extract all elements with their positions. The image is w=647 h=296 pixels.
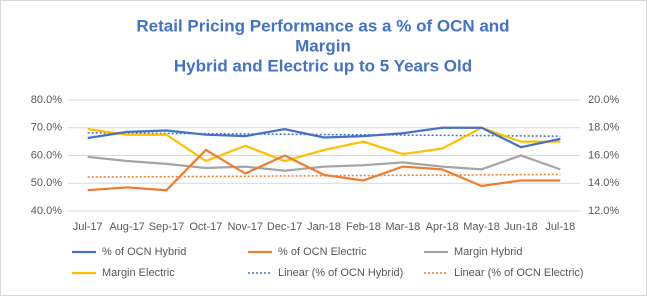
y-tick-label: 80.0% [31, 94, 62, 106]
x-tick-label: Dec-17 [267, 221, 302, 233]
series-line [87, 126, 561, 149]
y-tick-label: 70.0% [31, 122, 62, 134]
y2-tick-label: 14.0% [588, 177, 619, 189]
x-tick-label: Aug-17 [109, 221, 144, 233]
chart-title: Hybrid and Electric up to 5 Years Old [174, 56, 472, 75]
legend-label: % of OCN Hybrid [102, 246, 186, 258]
y2-tick-label: 20.0% [588, 94, 619, 106]
legend-label: Margin Hybrid [454, 246, 522, 258]
x-tick-label: Oct-17 [189, 221, 222, 233]
x-tick-label: May-18 [463, 221, 500, 233]
x-tick-label: Mar-18 [385, 221, 420, 233]
chart-title: Margin [295, 36, 351, 55]
x-tick-label: Nov-17 [227, 221, 262, 233]
legend-label: Margin Electric [102, 267, 175, 279]
x-tick-label: Jul-17 [73, 221, 103, 233]
x-tick-label: Apr-18 [426, 221, 459, 233]
series-line [87, 148, 561, 192]
y2-tick-label: 12.0% [588, 205, 619, 217]
y-tick-label: 60.0% [31, 149, 62, 161]
x-tick-label: Sep-17 [149, 221, 184, 233]
legend-label: Linear (% of OCN Electric) [454, 267, 584, 279]
trendline [87, 132, 561, 137]
y-tick-label: 40.0% [31, 205, 62, 217]
y-tick-label: 50.0% [31, 177, 62, 189]
x-tick-label: Jul-18 [545, 221, 575, 233]
legend-label: % of OCN Electric [278, 246, 367, 258]
x-tick-label: Jun-18 [504, 221, 538, 233]
x-tick-label: Jan-18 [307, 221, 341, 233]
chart-title: Retail Pricing Performance as a % of OCN… [136, 16, 509, 35]
x-tick-label: Feb-18 [346, 221, 381, 233]
legend-label: Linear (% of OCN Hybrid) [278, 267, 403, 279]
series-line [87, 154, 561, 172]
y2-tick-label: 16.0% [588, 149, 619, 161]
y2-tick-label: 18.0% [588, 122, 619, 134]
